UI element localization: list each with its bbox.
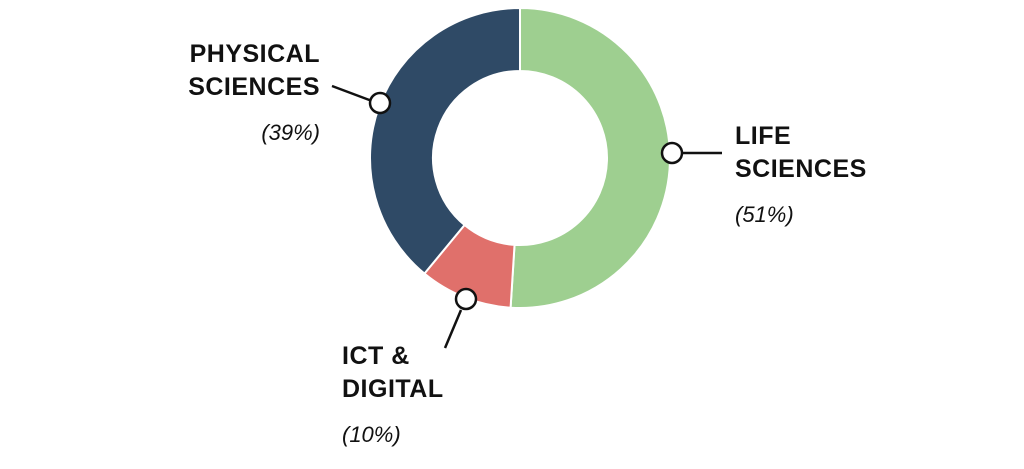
slice-percent-ict: (10%) <box>342 422 401 447</box>
donut-slices <box>369 6 671 309</box>
slice-percent-physical: (39%) <box>261 120 320 145</box>
slice-name-ict-line2: DIGITAL <box>342 375 444 403</box>
leader-lines <box>331 84 722 349</box>
slice-label-physical-sciences: PHYSICAL SCIENCES (39%) <box>160 38 320 146</box>
slice-label-life-sciences: LIFE SCIENCES (51%) <box>735 120 935 228</box>
slice-label-ict-digital: ICT & DIGITAL (10%) <box>342 340 502 448</box>
slice-name-life-line1: LIFE <box>735 122 792 150</box>
leader-line-ict <box>443 309 463 349</box>
slice-name-life-line2: SCIENCES <box>735 155 867 183</box>
slice-name-ict-line1: ICT & <box>342 342 410 370</box>
leader-marker-ict <box>454 287 478 311</box>
leader-marker-physical <box>368 91 392 115</box>
slice-name-physical-line1: PHYSICAL <box>189 40 320 68</box>
donut-slice-physical <box>369 6 521 275</box>
leader-line-physical <box>331 84 373 103</box>
leader-marker-life <box>660 141 684 165</box>
donut-slice-life <box>509 6 671 309</box>
slice-percent-life: (51%) <box>735 202 794 227</box>
slice-name-physical-line2: SCIENCES <box>188 73 320 101</box>
